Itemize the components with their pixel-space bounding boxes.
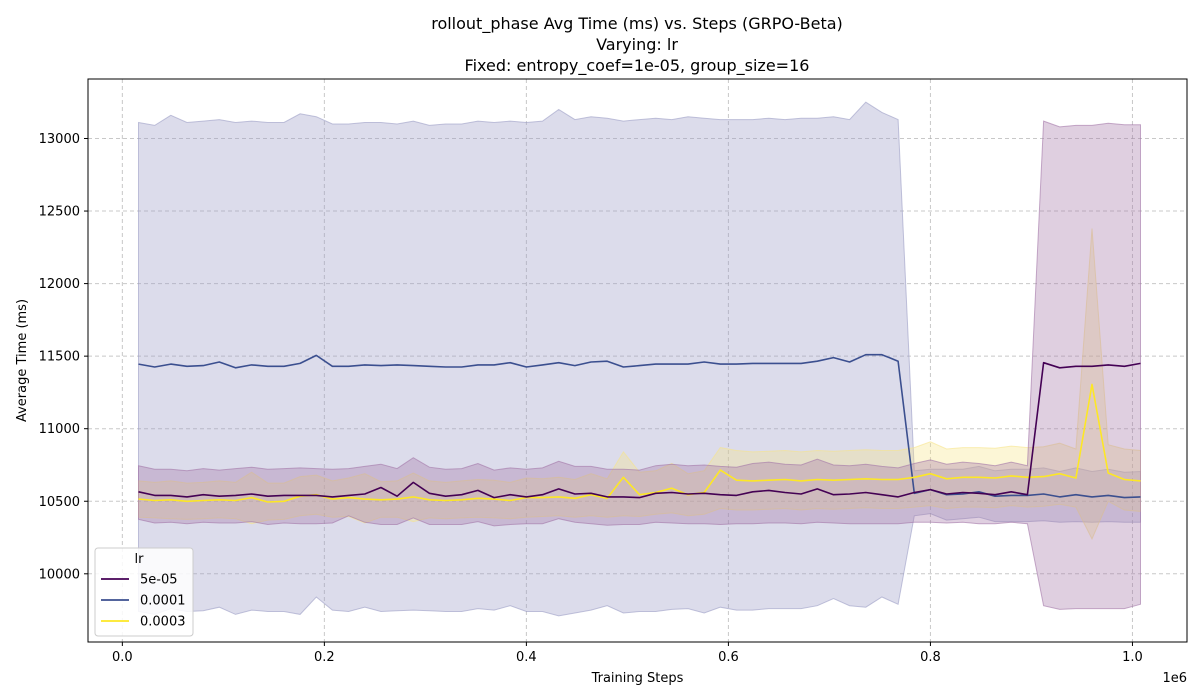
y-tick-label-3: 11500 <box>39 350 80 365</box>
y-axis-label: Average Time (ms) <box>15 299 30 422</box>
x-tick-label-5: 1.0 <box>1122 650 1143 665</box>
title-line-2: Varying: lr <box>596 35 678 54</box>
x-tick-label-4: 0.8 <box>920 650 941 665</box>
title-line-1: rollout_phase Avg Time (ms) vs. Steps (G… <box>431 14 843 34</box>
legend-label-0.0001: 0.0001 <box>140 594 186 609</box>
series-line-5e-05 <box>138 361 1141 499</box>
y-tick-label-5: 12500 <box>39 205 80 220</box>
chart-title: rollout_phase Avg Time (ms) vs. Steps (G… <box>431 14 843 76</box>
x-tick-label-0: 0.0 <box>112 650 133 665</box>
legend-title: lr <box>135 552 145 567</box>
series-lines <box>138 353 1141 503</box>
confidence-bands <box>138 101 1141 617</box>
plot-area-frame <box>87 78 1188 643</box>
y-tick-label-2: 11000 <box>39 422 80 437</box>
title-line-3: Fixed: entropy_coef=1e-05, group_size=16 <box>465 56 810 76</box>
x-axis-offset-text: 1e6 <box>1162 671 1187 686</box>
x-axis-ticks: 0.0 0.2 0.4 0.6 0.8 1.0 <box>112 642 1143 665</box>
legend: lr 5e-05 0.0001 0.0003 <box>94 547 194 637</box>
legend-label-0.0003: 0.0003 <box>140 615 186 630</box>
y-tick-label-0: 10000 <box>39 567 80 582</box>
legend-label-5e-05: 5e-05 <box>140 573 178 588</box>
y-tick-label-4: 12000 <box>39 277 80 292</box>
legend-box <box>94 547 194 637</box>
grid <box>88 79 1187 642</box>
x-tick-label-3: 0.6 <box>718 650 739 665</box>
y-tick-label-6: 13000 <box>39 132 80 147</box>
x-tick-label-1: 0.2 <box>314 650 335 665</box>
y-axis-ticks: 10000 10500 11000 11500 12000 12500 13000 <box>39 132 88 582</box>
confidence-band-0.0001 <box>138 101 1141 617</box>
x-axis-label: Training Steps <box>591 671 684 686</box>
confidence-band-5e-05 <box>138 120 1141 610</box>
y-tick-label-1: 10500 <box>39 495 80 510</box>
x-tick-label-2: 0.4 <box>516 650 537 665</box>
